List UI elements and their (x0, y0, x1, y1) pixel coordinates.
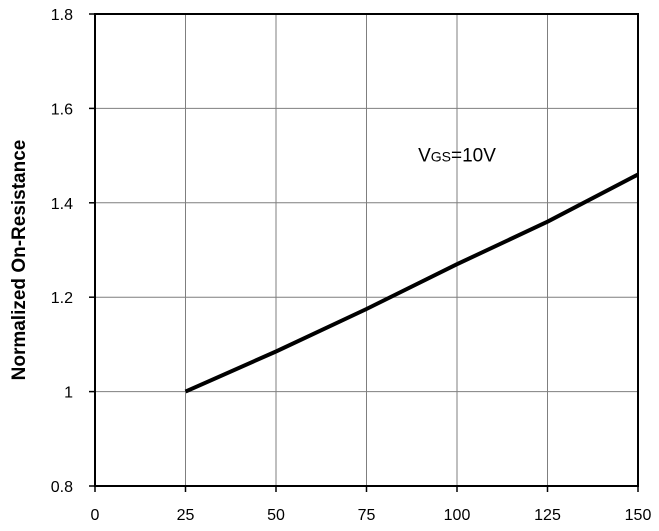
y-tick-label-5: 1.8 (51, 7, 73, 24)
x-tick-label-1: 25 (177, 507, 195, 524)
annotation-rest: =10V (451, 146, 496, 167)
grid (95, 14, 638, 486)
y-tick-label-1: 1 (64, 385, 73, 402)
y-tick-label-4: 1.6 (51, 101, 73, 118)
axes (89, 13, 639, 492)
y-axis-label: Normalized On-Resistance (9, 140, 30, 381)
annotation-0: VGS=10V (418, 146, 496, 167)
x-tick-label-3: 75 (358, 507, 376, 524)
x-tick-label-2: 50 (267, 507, 285, 524)
labels: 0 25 50 75 100 125 150 0.8 1 1.2 1.4 1.6 1.8 Normaliz… (9, 7, 651, 524)
series-line-0 (184, 172, 639, 394)
series-layer (184, 172, 639, 394)
x-tick-label-6: 150 (625, 507, 652, 524)
x-tick-label-4: 100 (444, 507, 471, 524)
x-tick-label-5: 125 (534, 507, 561, 524)
y-tick-label-3: 1.4 (51, 196, 73, 213)
y-tick-label-2: 1.2 (51, 290, 73, 307)
x-tick-label-0: 0 (91, 507, 100, 524)
y-tick-label-0: 0.8 (51, 479, 73, 496)
annotation-subscript: GS (431, 149, 451, 165)
annotation-main: V (418, 146, 431, 167)
